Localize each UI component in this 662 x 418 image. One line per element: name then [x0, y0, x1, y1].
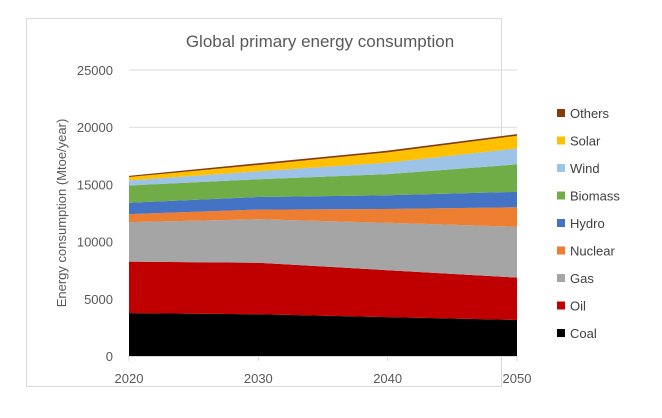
y-tick-label: 25000 — [77, 63, 113, 78]
legend-label: Biomass — [570, 189, 620, 204]
legend-swatch — [557, 136, 565, 145]
area-others — [129, 134, 517, 177]
x-tick-label: 2020 — [115, 371, 144, 386]
legend-label: Wind — [570, 161, 600, 176]
y-tick-label: 15000 — [77, 177, 113, 192]
legend-item-solar: Solar — [557, 134, 601, 149]
x-tick-label: 2030 — [244, 371, 273, 386]
x-tick-label: 2050 — [503, 371, 532, 386]
legend-label: Solar — [570, 134, 601, 149]
legend-item-gas: Gas — [557, 271, 594, 286]
area-gas — [129, 219, 517, 278]
legend-item-coal: Coal — [557, 326, 597, 341]
legend-item-wind: Wind — [557, 161, 600, 176]
area-coal — [129, 313, 517, 356]
legend-swatch — [557, 164, 565, 172]
legend-label: Hydro — [570, 216, 605, 231]
area-solar — [129, 135, 517, 181]
legend-swatch — [557, 191, 565, 200]
legend-swatch — [557, 109, 565, 117]
legend-swatch — [557, 246, 565, 255]
area-wind — [129, 148, 517, 186]
legend-swatch — [557, 301, 565, 310]
legend-item-others: Others — [557, 106, 610, 121]
chart-title: Global primary energy consumption — [186, 32, 454, 51]
y-tick-label: 0 — [106, 349, 113, 364]
legend-item-nuclear: Nuclear — [557, 244, 615, 259]
legend: Others Solar Wind Biomass Hydro Nuclear Gas Oil… — [557, 106, 620, 341]
legend-item-oil: Oil — [557, 299, 586, 314]
legend-swatch — [557, 329, 565, 337]
y-tick-label: 10000 — [77, 235, 113, 250]
legend-label: Oil — [570, 299, 586, 314]
area-biomass — [129, 164, 517, 203]
legend-item-hydro: Hydro — [557, 216, 605, 231]
y-tick-label: 5000 — [84, 292, 113, 307]
y-tick-label: 20000 — [77, 120, 113, 135]
legend-label: Gas — [570, 271, 594, 286]
y-axis-ticks: 0 5000 10000 15000 20000 25000 — [77, 63, 113, 364]
legend-item-biomass: Biomass — [557, 189, 620, 204]
x-tick-label: 2040 — [373, 371, 402, 386]
area-oil — [129, 261, 517, 320]
legend-label: Others — [570, 106, 610, 121]
area-nuclear — [129, 207, 517, 227]
legend-swatch — [557, 274, 565, 282]
legend-label: Nuclear — [570, 244, 615, 259]
area-series — [129, 134, 517, 356]
y-axis-label: Energy consumption (Mtoe/year) — [54, 119, 69, 308]
x-axis-ticks: 2020 2030 2040 2050 — [115, 356, 532, 386]
legend-label: Coal — [570, 326, 597, 341]
area-hydro — [129, 191, 517, 215]
legend-swatch — [557, 219, 565, 227]
